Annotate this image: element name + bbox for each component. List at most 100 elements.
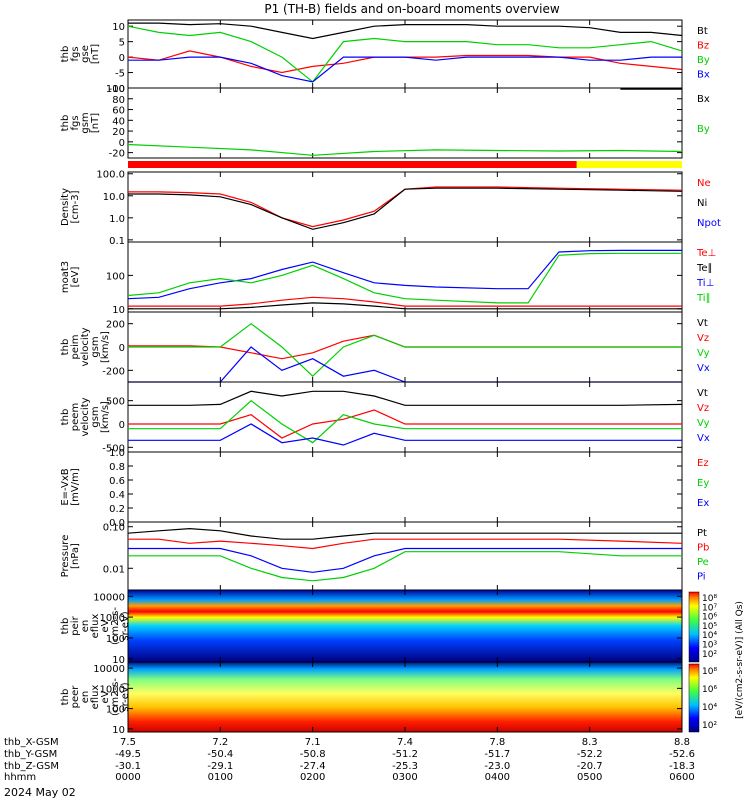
footer-ephemeris: thb_X-GSMthb_Y-GSMthb_Z-GSMhhmm7.5-49.5-…	[4, 737, 695, 783]
series-line-Pb	[128, 538, 683, 550]
panel-efield: 0.0 0.2 0.4 0.6 0.8 1.0 E=-VxB [mV/m] Ez Ey Ex	[60, 448, 709, 529]
footer-row-label: thb_Z-GSM	[4, 761, 59, 772]
ytick-label: 100	[106, 271, 125, 282]
ylabel-line: sr-eV)	[120, 611, 131, 640]
ylabel-line: eflux	[90, 685, 101, 710]
legend-Bx: Bx	[697, 70, 710, 81]
legend-Ey: Ey	[697, 478, 709, 489]
series-line-Vy	[128, 322, 682, 378]
ylabel-line: [eV]	[70, 267, 81, 288]
footer-value: -50.4	[207, 749, 233, 760]
panel-density: 0.1 1.0 10.0 100.0 Density [cm-3] Ne Ni Npot	[60, 170, 721, 247]
legend-Bx: Bx	[697, 94, 710, 105]
footer-value: 7.4	[397, 737, 413, 748]
colorbar-1-tick: 10³	[702, 641, 717, 651]
panel-peim_velocity: -200 0 200 thb peim velocity gsm [km/s] Vt Vz Vy Vx	[60, 311, 710, 383]
series-line-Te⊥	[128, 296, 682, 307]
ylabel-line: peer	[70, 685, 81, 709]
date-label: 2024 May 02	[4, 786, 76, 799]
footer-row-label: thb_X-GSM	[4, 737, 59, 748]
panel-peem_velocity: -500 0 500 thb peem velocity gsm [km/s] Vt Vz Vy Vx	[60, 381, 710, 454]
spectrogram-peir_spec	[128, 590, 682, 662]
series-line-Pi	[128, 547, 682, 573]
colorbar-1-tick: 10⁴	[702, 631, 717, 641]
legend-Vt: Vt	[697, 388, 708, 399]
legend-Vt: Vt	[697, 318, 708, 329]
ylabel-line: thb	[60, 46, 71, 63]
series-line-Bt	[128, 22, 683, 40]
ytick-label: 1000	[100, 613, 125, 624]
ylabel-line: gsm	[90, 406, 101, 427]
ytick-label: 0.4	[109, 490, 125, 501]
series-line-Ti∥	[127, 252, 682, 304]
panel-peir_spec: 10 100 1000 10000 thb peir en eflux eV (cm2-s-sr-…	[60, 589, 683, 666]
colorbar-2-tick: 10⁴	[702, 703, 717, 713]
legend-Npot: Npot	[697, 218, 721, 229]
ytick-label: 0.10	[103, 523, 125, 534]
ylabel-line: [nPa]	[70, 543, 81, 569]
plot-title: P1 (TH-B) fields and on-board moments ov…	[264, 2, 560, 16]
ytick-label: 10	[112, 655, 125, 666]
panel-frame	[127, 19, 683, 89]
footer-value: 7.2	[212, 737, 228, 748]
colorbar-1: 10⁸10⁷10⁶10⁵10⁴10³10²10⁸10⁶10⁴10²[eV/(cm…	[688, 591, 745, 733]
legend-Ti⊥: Ti⊥	[696, 278, 714, 289]
ylabel-line: moat3	[60, 261, 71, 293]
ylabel-line: E=-VxB	[60, 468, 71, 505]
ytick-label: -200	[102, 366, 125, 377]
ytick-label: 0.8	[109, 462, 125, 473]
footer-value: -52.6	[669, 749, 695, 760]
ytick-label: 10000	[93, 664, 125, 675]
ytick-label: -10	[109, 84, 125, 95]
panel-frame	[127, 381, 683, 453]
legend-Vx: Vx	[697, 363, 710, 374]
ytick-label: 0.0	[109, 518, 125, 529]
legend-Pt: Pt	[697, 528, 707, 539]
panel-frame	[127, 241, 683, 313]
legend-Pe: Pe	[697, 557, 709, 568]
ylabel-line: [nT]	[90, 44, 101, 64]
series-line-By	[127, 25, 683, 83]
ytick-label: 0.6	[109, 476, 125, 487]
ytick-label: 100	[106, 84, 125, 95]
colorbar-1-tick: 10⁶	[702, 613, 717, 623]
ytick-label: 5	[119, 38, 125, 49]
ytick-label: -5	[115, 69, 125, 80]
ytick-label: 0	[119, 138, 125, 149]
ylabel-line: thb	[60, 689, 71, 706]
colorbar-label: [eV/(cm2-s-sr-eV)] (All Qs)	[735, 601, 745, 719]
ylabel-line: [km/s]	[100, 331, 111, 363]
panel-temperature: 10 100 moat3 [eV] Te⊥ Te∥ Ti⊥ Ti∥	[60, 241, 716, 316]
ylabel-line: en	[80, 691, 91, 704]
ylabel-line: [nT]	[90, 113, 101, 133]
footer-value: 0000	[115, 772, 140, 783]
series-line-Vy	[128, 399, 682, 444]
series-line-Vz	[128, 409, 682, 439]
ytick-label: 0.01	[103, 564, 125, 575]
legend-Bz: Bz	[697, 41, 709, 52]
footer-value: -27.4	[300, 761, 326, 772]
footer-value: 0100	[208, 772, 233, 783]
panel-frame	[127, 87, 683, 159]
ylabel-line: velocity	[80, 327, 91, 366]
ytick-label: 10	[112, 305, 125, 316]
ylabel-line: [mV/m]	[70, 468, 81, 506]
ytick-label: 1.0	[109, 214, 125, 225]
series-line-Pe	[128, 551, 682, 582]
footer-value: 0400	[485, 772, 510, 783]
footer-value: -25.3	[392, 761, 418, 772]
legend-Ex: Ex	[697, 498, 709, 509]
footer-value: -30.1	[115, 761, 141, 772]
ytick-label: 10	[112, 22, 125, 33]
ytick-label: 1000	[100, 684, 125, 695]
ylabel-line: fgs	[70, 46, 81, 61]
ytick-label: 200	[106, 320, 125, 331]
spectrogram-peer_spec	[128, 662, 682, 732]
ytick-label: 80	[112, 95, 125, 106]
ylabel-line: thb	[60, 618, 71, 635]
series-line-Ni	[128, 187, 683, 230]
colorbar-2-tick: 10²	[702, 721, 717, 731]
